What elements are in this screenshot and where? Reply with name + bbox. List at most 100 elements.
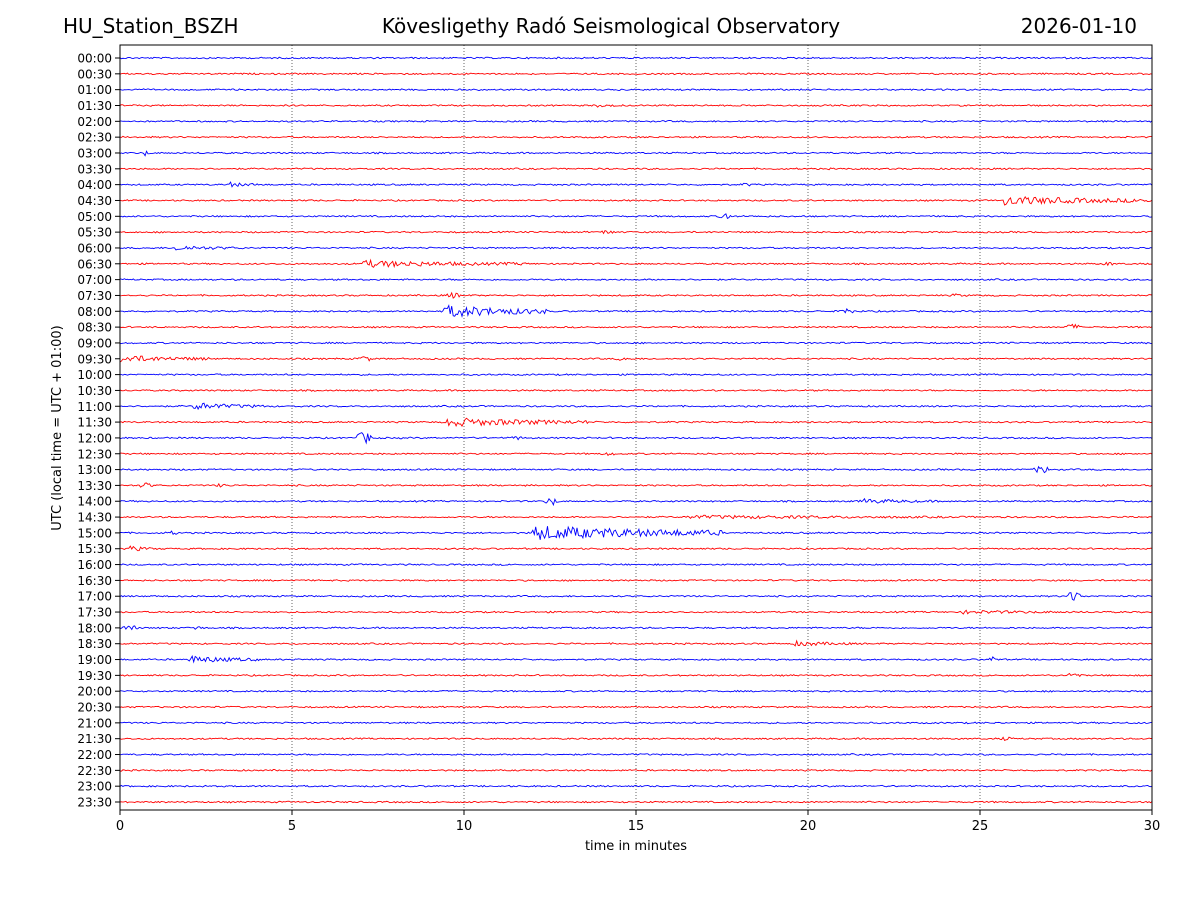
seismic-trace	[119, 88, 1153, 92]
y-tick-label: 19:00	[77, 653, 112, 667]
y-tick-label: 12:30	[77, 447, 112, 461]
seismic-trace	[119, 753, 1153, 756]
seismic-trace	[119, 341, 1153, 345]
seismic-trace	[119, 56, 1153, 60]
x-tick-label: 15	[628, 819, 645, 834]
seismic-trace	[119, 784, 1153, 788]
seismic-trace	[119, 705, 1153, 709]
y-tick-label: 13:00	[77, 463, 112, 477]
grid-layer	[291, 45, 981, 810]
x-tick-label: 10	[456, 819, 473, 834]
seismic-trace	[119, 355, 1153, 363]
y-tick-label: 10:30	[77, 384, 112, 398]
y-tick-label: 16:00	[77, 558, 112, 572]
y-tick-label: 15:30	[77, 542, 112, 556]
seismic-trace	[119, 563, 1153, 566]
y-tick-label: 13:30	[77, 479, 112, 493]
y-tick-label: 21:30	[77, 732, 112, 746]
seismic-trace	[119, 278, 1153, 281]
y-tick-label: 06:30	[77, 257, 112, 271]
seismic-trace	[119, 291, 1153, 299]
y-tick-label: 08:30	[77, 321, 112, 335]
y-tick-label: 09:00	[77, 336, 112, 350]
seismic-trace	[119, 497, 1153, 507]
x-tick-label: 30	[1144, 819, 1161, 834]
observatory-title: Kövesligethy Radó Seismological Observat…	[381, 14, 841, 38]
seismic-trace	[119, 229, 1153, 235]
seismic-trace	[119, 465, 1153, 474]
seismic-trace	[119, 672, 1153, 678]
seismic-trace	[119, 402, 1153, 411]
y-tick-label: 01:30	[77, 99, 112, 113]
y-tick-label: 02:30	[77, 131, 112, 145]
seismic-trace	[119, 639, 1153, 647]
y-tick-label: 07:30	[77, 289, 112, 303]
y-tick-label: 22:00	[77, 748, 112, 762]
seismic-trace	[119, 452, 1153, 457]
y-tick-label: 18:00	[77, 621, 112, 635]
seismic-trace	[119, 482, 1153, 488]
y-tick-label: 11:30	[77, 416, 112, 430]
y-tick-label: 00:30	[77, 67, 112, 81]
y-tick-label: 09:30	[77, 352, 112, 366]
y-tick-label: 18:30	[77, 637, 112, 651]
seismic-trace	[119, 609, 1153, 615]
seismic-trace	[119, 525, 1153, 540]
y-tick-label: 05:30	[77, 226, 112, 240]
y-tick-label: 21:00	[77, 716, 112, 730]
seismic-trace	[119, 135, 1153, 139]
x-tick-label: 25	[972, 819, 989, 834]
y-tick-label: 14:30	[77, 511, 112, 525]
seismic-trace	[119, 689, 1153, 693]
seismic-trace	[119, 150, 1153, 157]
y-tick-label: 17:00	[77, 590, 112, 604]
seismic-trace	[119, 514, 1153, 520]
seismic-trace	[119, 167, 1153, 171]
seismic-trace	[119, 768, 1153, 772]
y-tick-label: 08:00	[77, 305, 112, 319]
y-tick-label: 06:00	[77, 241, 112, 255]
seismic-trace	[119, 119, 1153, 123]
y-tick-label: 03:30	[77, 162, 112, 176]
seismic-trace	[119, 389, 1153, 392]
y-tick-label: 04:30	[77, 194, 112, 208]
seismic-trace	[119, 721, 1153, 725]
y-tick-label: 23:00	[77, 780, 112, 794]
seismic-trace	[119, 72, 1153, 76]
y-tick-label: 17:30	[77, 606, 112, 620]
y-tick-label: 23:30	[77, 796, 112, 810]
y-axis-label: UTC (local time = UTC + 01:00)	[50, 325, 65, 530]
y-tick-label: 12:00	[77, 431, 112, 445]
seismic-trace	[119, 373, 1153, 377]
seismic-trace	[119, 545, 1153, 552]
seismic-trace	[119, 592, 1153, 601]
trace-layer	[119, 56, 1153, 804]
seismic-trace	[119, 655, 1153, 664]
seismic-trace	[119, 432, 1153, 445]
seismic-trace	[119, 195, 1153, 206]
y-tick-label: 02:00	[77, 115, 112, 129]
date-title: 2026-01-10	[1020, 14, 1137, 38]
y-tick-label: 20:30	[77, 701, 112, 715]
seismic-trace	[119, 417, 1153, 428]
seismic-trace	[119, 578, 1153, 582]
seismic-trace	[119, 104, 1153, 108]
y-tick-label: 01:00	[77, 83, 112, 97]
y-tick-label: 14:00	[77, 495, 112, 509]
seismic-trace	[119, 181, 1153, 188]
x-tick-layer: 0 5 10 15 20 25 30	[116, 810, 1160, 834]
seismic-trace	[119, 625, 1153, 631]
y-tick-label: 05:00	[77, 210, 112, 224]
seismic-trace	[119, 258, 1153, 269]
x-tick-label: 5	[288, 819, 296, 834]
x-axis-label: time in minutes	[585, 839, 687, 854]
y-tick-label: 07:00	[77, 273, 112, 287]
seismic-trace	[119, 245, 1153, 251]
x-tick-label: 20	[800, 819, 817, 834]
seismic-trace	[119, 304, 1153, 318]
seismic-trace	[119, 800, 1153, 804]
y-tick-label: 03:00	[77, 146, 112, 160]
y-tick-label: 20:00	[77, 685, 112, 699]
